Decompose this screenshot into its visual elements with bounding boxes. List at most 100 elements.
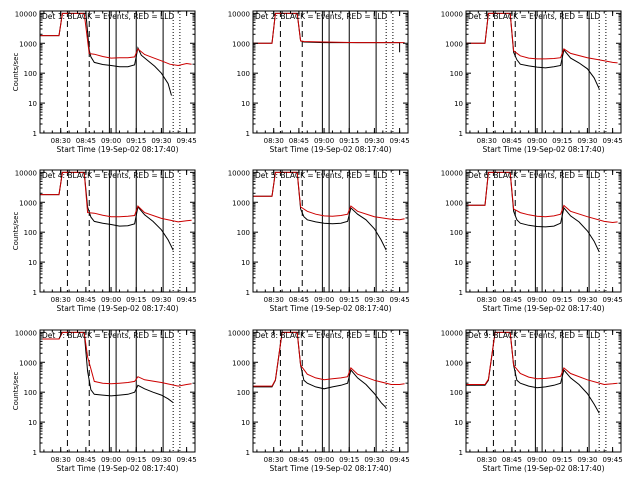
- y-tick-label: 1000: [232, 359, 250, 367]
- y-tick-label: 10: [454, 419, 463, 427]
- y-tick-label: 10: [454, 259, 463, 267]
- x-tick-label: 09:15: [552, 137, 572, 145]
- y-tick-label: 10000: [15, 10, 37, 18]
- lld-series-line: [253, 12, 405, 44]
- y-tick-label: 10000: [228, 169, 250, 177]
- x-tick-label: 09:30: [364, 296, 384, 304]
- y-tick-label: 100: [237, 229, 250, 237]
- x-tick-label: 09:45: [603, 137, 623, 145]
- y-tick-label: 10000: [441, 10, 463, 18]
- y-tick-label: 1: [33, 130, 37, 138]
- x-tick-label: 09:15: [126, 137, 146, 145]
- detector-plot-4: 1 10 100 1000 10000 08:30 08:45 09:00 09:15 09:30…: [12, 169, 197, 313]
- x-tick-label: 09:00: [527, 456, 547, 464]
- x-tick-label: 08:45: [76, 296, 96, 304]
- x-tick-label: 09:45: [177, 456, 197, 464]
- x-tick-label: 09:00: [527, 296, 547, 304]
- y-tick-label: 1: [459, 289, 463, 297]
- x-tick-label: 09:45: [177, 296, 197, 304]
- y-tick-label: 1000: [445, 199, 463, 207]
- x-tick-label: 09:45: [390, 137, 410, 145]
- y-tick-label: 1000: [232, 199, 250, 207]
- x-tick-label: 09:45: [390, 296, 410, 304]
- plot-frame: [252, 329, 409, 453]
- lld-series-line: [253, 171, 405, 221]
- plot-frame: [39, 329, 196, 453]
- x-axis-label: Start Time (19-Sep-02 08:17:40): [57, 304, 179, 313]
- detector-plot-3: 1 10 100 1000 10000 08:30 08:45 09:00 09:15 09:30…: [441, 10, 623, 154]
- x-tick-label: 09:45: [603, 296, 623, 304]
- y-tick-label: 1: [33, 289, 37, 297]
- y-tick-label: 100: [450, 229, 463, 237]
- x-tick-label: 08:30: [477, 456, 497, 464]
- y-tick-label: 1: [246, 289, 250, 297]
- plot-title: Det 7: BLACK = Events, RED = LLD: [42, 331, 174, 340]
- x-tick-label: 08:45: [502, 296, 522, 304]
- x-tick-label: 08:30: [264, 296, 284, 304]
- y-tick-label: 100: [24, 229, 37, 237]
- x-axis-label: Start Time (19-Sep-02 08:17:40): [483, 145, 605, 154]
- detector-plot-1: 1 10 100 1000 10000 08:30 08:45 09:00 09:15 09:30…: [12, 10, 197, 154]
- plot-frame: [252, 169, 409, 293]
- x-tick-label: 09:30: [364, 137, 384, 145]
- x-tick-label: 09:30: [151, 296, 171, 304]
- x-tick-label: 09:15: [126, 296, 146, 304]
- y-tick-label: 10: [454, 100, 463, 108]
- events-series-line: [253, 171, 387, 251]
- events-series-line: [40, 331, 174, 404]
- x-tick-label: 09:30: [577, 456, 597, 464]
- detector-plot-8: 1 10 100 1000 10000 08:30 08:45 09:00 09:15 09:30…: [228, 329, 410, 473]
- y-tick-label: 10000: [228, 10, 250, 18]
- x-tick-label: 09:15: [552, 296, 572, 304]
- detector-plot-9: 1 10 100 1000 10000 08:30 08:45 09:00 09:15 09:30…: [441, 329, 623, 473]
- x-tick-label: 09:00: [314, 296, 334, 304]
- y-tick-label: 1000: [445, 40, 463, 48]
- events-series-line: [40, 171, 174, 251]
- plot-title: Det 2: BLACK = Events, RED = LLD: [255, 12, 387, 21]
- x-tick-label: 08:30: [477, 137, 497, 145]
- y-tick-label: 10: [28, 419, 37, 427]
- y-tick-label: 10: [28, 259, 37, 267]
- x-tick-label: 09:30: [577, 296, 597, 304]
- x-tick-label: 09:15: [552, 456, 572, 464]
- y-tick-label: 10000: [15, 169, 37, 177]
- x-tick-label: 08:45: [502, 456, 522, 464]
- y-tick-label: 10: [241, 259, 250, 267]
- plot-title: Det 5: BLACK = Events, RED = LLD: [255, 171, 387, 180]
- lld-series-line: [253, 331, 405, 387]
- x-axis-label: Start Time (19-Sep-02 08:17:40): [57, 145, 179, 154]
- x-tick-label: 08:30: [264, 137, 284, 145]
- lld-series-line: [466, 12, 618, 64]
- y-tick-label: 1000: [445, 359, 463, 367]
- x-tick-label: 08:30: [51, 296, 71, 304]
- y-tick-label: 100: [450, 389, 463, 397]
- detector-plot-7: 1 10 100 1000 10000 08:30 08:45 09:00 09:15 09:30…: [12, 329, 197, 473]
- plot-frame: [465, 169, 622, 293]
- lld-series-line: [40, 12, 192, 67]
- x-tick-label: 09:30: [364, 456, 384, 464]
- events-series-line: [40, 12, 172, 96]
- y-axis-label: Counts/sec: [12, 53, 20, 92]
- plot-title: Det 1: BLACK = Events, RED = LLD: [42, 12, 174, 21]
- y-tick-label: 1: [246, 449, 250, 457]
- lld-series-line: [40, 171, 192, 223]
- y-tick-label: 10: [241, 419, 250, 427]
- y-tick-label: 10000: [228, 329, 250, 337]
- y-tick-label: 10000: [441, 329, 463, 337]
- events-series-line: [466, 171, 600, 253]
- plot-frame: [39, 10, 196, 134]
- x-tick-label: 08:30: [264, 456, 284, 464]
- x-tick-label: 09:00: [101, 296, 121, 304]
- y-tick-label: 1: [246, 130, 250, 138]
- x-axis-label: Start Time (19-Sep-02 08:17:40): [57, 464, 179, 473]
- y-axis-label: Counts/sec: [12, 372, 20, 411]
- x-tick-label: 09:15: [339, 137, 359, 145]
- x-tick-label: 08:30: [477, 296, 497, 304]
- y-tick-label: 10000: [441, 169, 463, 177]
- x-tick-label: 08:45: [76, 137, 96, 145]
- y-tick-label: 1: [459, 449, 463, 457]
- y-tick-label: 10: [241, 100, 250, 108]
- x-tick-label: 09:00: [527, 137, 547, 145]
